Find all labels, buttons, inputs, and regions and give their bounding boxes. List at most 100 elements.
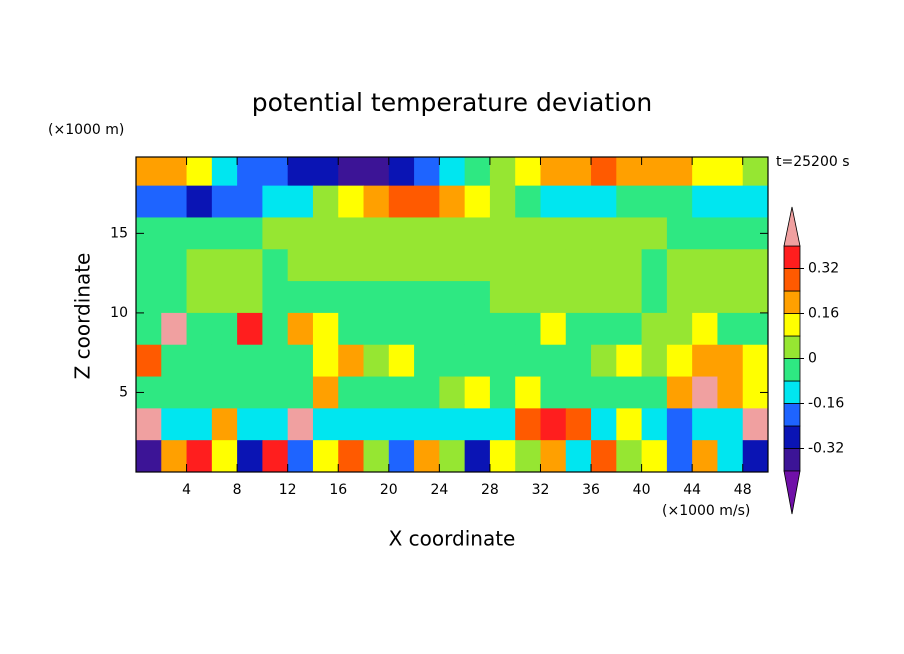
field-cell [489,185,516,218]
field-cell [666,408,693,441]
field-cell [641,217,668,250]
field-cell [489,376,516,409]
colorbar-band [783,290,801,314]
field-cell [591,281,617,314]
field-cell [717,249,744,282]
field-cell [312,344,339,378]
field-cell [439,249,466,282]
field-cell [666,440,693,473]
field-cell [616,217,643,250]
field-cell [641,312,668,346]
field-cell [237,312,263,346]
field-cell [641,376,668,409]
chart-title: potential temperature deviation [252,88,652,117]
field-cell [186,408,213,441]
x-axis-title: X coordinate [389,527,516,551]
x-tick-label: 8 [233,482,242,498]
field-cell [312,157,339,187]
field-cell [161,281,188,314]
field-cell [287,249,314,282]
field-cell [186,344,213,378]
field-cell [515,312,541,346]
field-cell [692,157,718,187]
field-cell [211,344,238,378]
field-cell [666,312,693,346]
field-cell [287,312,314,346]
field-cell [363,312,390,346]
colorbar-tick-label: 0.16 [808,306,839,322]
field-cell [136,185,162,218]
field-cell [742,249,769,282]
colorbar-band [783,380,801,404]
field-cell [515,344,541,378]
field-cell [312,281,339,314]
field-cell [186,312,213,346]
x-unit: (×1000 m/s) [662,503,750,519]
y-axis-title: Z coordinate [71,253,95,380]
field-cell [161,312,188,346]
field-cell [237,344,263,378]
field-cell [641,440,668,473]
field-cell [717,408,744,441]
field-cell [414,281,440,314]
field-cell [666,157,693,187]
field-cell [641,157,668,187]
field-cell [515,157,541,187]
field-cell [515,185,541,218]
field-cell [136,312,162,346]
colorbar-tick-label: 0.32 [808,261,839,277]
field-cell [237,440,263,473]
field-cell [540,376,567,409]
field-cell [616,185,643,218]
colorbar-tick-label: 0 [808,351,817,367]
field-cell [161,249,188,282]
field-cell [591,408,617,441]
colorbar-band [783,358,801,382]
field-cell [388,344,415,378]
colorbar-tick-label: -0.16 [808,396,844,412]
field-cell [262,185,289,218]
field-cell [742,157,769,187]
x-tick-label: 44 [683,482,701,498]
field-cell [742,312,769,346]
field-cell [338,249,365,282]
field-cell [414,217,440,250]
field-cell [616,249,643,282]
field-cell [540,312,567,346]
field-cell [565,376,592,409]
field-cell [666,281,693,314]
field-cell [515,440,541,473]
x-tick-label: 48 [734,482,752,498]
field-cell [692,185,718,218]
field-cell [287,344,314,378]
field-cell [439,312,466,346]
field-cell [641,185,668,218]
field-cell [363,408,390,441]
field-cell [540,185,567,218]
field-cell [287,440,314,473]
field-cell [262,376,289,409]
x-tick-label: 16 [329,482,347,498]
plot-frame [135,156,769,473]
field-cell [363,440,390,473]
field-cell [565,440,592,473]
field-cell [161,185,188,218]
field-cell [161,217,188,250]
field-cell [136,281,162,314]
field-cell [439,217,466,250]
field-cell [565,185,592,218]
field-cell [186,157,213,187]
x-tick-label: 32 [532,482,550,498]
field-cell [489,440,516,473]
field-cell [414,344,440,378]
field-cell [388,249,415,282]
field-cell [591,376,617,409]
field-cell [717,312,744,346]
field-cell [489,249,516,282]
field-cell [312,312,339,346]
field-cell [515,408,541,441]
field-cell [616,344,643,378]
field-cell [717,185,744,218]
field-cell [338,157,365,187]
field-cell [312,185,339,218]
